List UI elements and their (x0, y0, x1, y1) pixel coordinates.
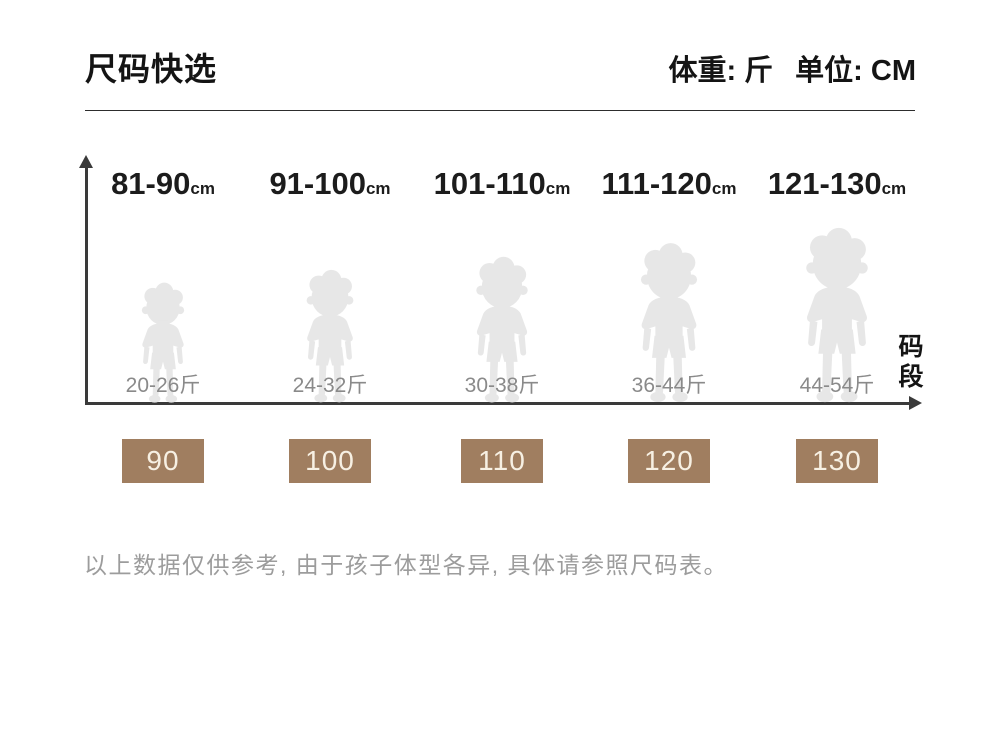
size-box-130[interactable]: 130 (796, 439, 878, 483)
height-axis-arrow-icon (79, 155, 93, 168)
size-box-110[interactable]: 110 (461, 439, 543, 483)
weight-range-label: 44-54斤 (799, 374, 875, 397)
size-axis-arrow-icon (909, 396, 922, 410)
weight-range-label: 24-32斤 (292, 374, 368, 397)
weight-range-label: 30-38斤 (464, 374, 540, 397)
size-box-100[interactable]: 100 (289, 439, 371, 483)
height-range-label: 101-110cm (433, 166, 571, 201)
weight-range-label: 36-44斤 (631, 374, 707, 397)
disclaimer-note: 以上数据仅供参考, 由于孩子体型各异, 具体请参照尺码表。 (84, 552, 729, 578)
unit-legend: 体重: 斤 单位: CM (668, 47, 916, 89)
cm-unit: cm (545, 179, 571, 198)
length-unit-label: 单位: CM (795, 55, 916, 87)
size-axis-label: 码段 (895, 333, 923, 393)
height-range-label: 91-100cm (269, 166, 391, 201)
cm-unit: cm (190, 179, 215, 198)
weight-range-label: 20-26斤 (125, 374, 201, 397)
height-range-label: 121-130cm (767, 166, 907, 201)
cm-unit: cm (711, 179, 737, 198)
cm-unit: cm (881, 179, 907, 198)
size-box-120[interactable]: 120 (628, 439, 710, 483)
weight-unit-label: 体重: 斤 (668, 55, 774, 87)
page-title: 尺码快选 (85, 51, 218, 87)
height-range-label: 111-120cm (601, 166, 737, 201)
height-range-label: 81-90cm (111, 166, 215, 201)
cm-unit: cm (365, 179, 391, 198)
height-axis-line (85, 168, 88, 404)
size-box-90[interactable]: 90 (122, 439, 204, 483)
header-divider (85, 110, 915, 111)
size-axis-line (85, 402, 911, 405)
